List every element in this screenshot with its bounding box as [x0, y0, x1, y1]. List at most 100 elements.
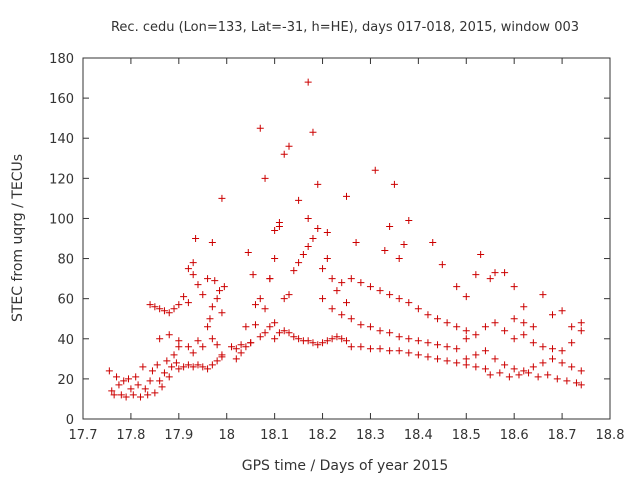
data-point [213, 295, 221, 303]
data-point [491, 355, 499, 363]
data-point [122, 393, 130, 401]
data-point [386, 222, 394, 230]
data-point [232, 355, 240, 363]
data-point [295, 259, 303, 267]
data-point [160, 307, 168, 315]
data-point [237, 341, 245, 349]
data-point [505, 373, 513, 381]
data-point [328, 305, 336, 313]
data-point [395, 255, 403, 263]
data-point [424, 353, 432, 361]
data-point [443, 357, 451, 365]
data-point [510, 365, 518, 373]
data-point [343, 337, 350, 345]
data-point [184, 343, 192, 351]
data-point [261, 329, 269, 337]
data-point [156, 335, 164, 343]
data-point [218, 309, 226, 317]
data-point [434, 315, 442, 323]
data-point [180, 363, 188, 371]
data-point [168, 363, 176, 371]
x-axis-label: GPS time / Days of year 2015 [242, 458, 449, 474]
data-point [175, 337, 183, 345]
x-tick-label: 18 [218, 428, 235, 443]
data-point [194, 361, 202, 369]
data-point [338, 311, 346, 319]
data-point [386, 347, 394, 355]
data-point [208, 361, 216, 369]
y-tick-label: 120 [49, 172, 74, 187]
data-point [232, 345, 240, 353]
data-point [237, 349, 245, 357]
data-point [110, 391, 118, 399]
data-point [577, 319, 585, 327]
data-point [405, 299, 413, 307]
data-point [414, 351, 422, 359]
data-point [400, 241, 408, 249]
data-point [405, 335, 413, 343]
data-point [510, 283, 518, 291]
data-point [343, 299, 350, 307]
data-point [280, 295, 288, 303]
data-point [129, 391, 137, 399]
y-tick-label: 140 [49, 132, 74, 147]
data-point [472, 351, 480, 359]
data-point [395, 333, 403, 341]
data-point [120, 377, 128, 385]
data-point [414, 337, 422, 345]
data-point [381, 247, 389, 255]
data-point [165, 331, 173, 339]
data-point [184, 361, 192, 369]
data-point [333, 287, 341, 295]
data-point [220, 283, 228, 291]
data-point [242, 323, 250, 331]
data-point [115, 381, 123, 389]
data-point [328, 275, 336, 283]
x-tick-label: 18.7 [548, 428, 577, 443]
data-point [577, 367, 585, 375]
data-point [520, 331, 528, 339]
data-point [319, 265, 327, 273]
data-point [443, 319, 451, 327]
data-point [175, 301, 183, 309]
data-point [199, 291, 207, 299]
data-point [395, 295, 403, 303]
x-tick-label: 18.3 [356, 428, 385, 443]
data-point [299, 251, 307, 259]
data-point [366, 323, 374, 331]
data-point [534, 373, 542, 381]
data-point [323, 337, 331, 345]
data-point [577, 381, 585, 389]
data-point [134, 381, 142, 389]
data-point [213, 357, 221, 365]
data-point [199, 363, 207, 371]
data-point [453, 345, 461, 353]
data-point [271, 255, 279, 263]
data-point [170, 351, 178, 359]
data-point [249, 271, 257, 279]
data-point [338, 335, 346, 343]
data-point [194, 281, 202, 289]
data-point [314, 224, 322, 232]
data-point [228, 343, 236, 351]
x-tick-label: 17.7 [69, 428, 98, 443]
data-point [213, 341, 221, 349]
x-tick-label: 18.8 [596, 428, 625, 443]
data-point [424, 311, 432, 319]
data-point [386, 291, 394, 299]
data-point [113, 373, 121, 381]
data-point [486, 275, 494, 283]
data-point [151, 303, 159, 311]
data-point [366, 345, 374, 353]
data-point [515, 371, 523, 379]
data-point [139, 363, 147, 371]
data-point [251, 301, 259, 309]
data-point [309, 128, 317, 136]
data-point [472, 271, 480, 279]
data-point [539, 343, 547, 351]
data-point [285, 142, 293, 150]
data-point [390, 180, 398, 188]
data-point [208, 303, 216, 311]
data-point [266, 275, 274, 283]
data-point [577, 327, 585, 335]
